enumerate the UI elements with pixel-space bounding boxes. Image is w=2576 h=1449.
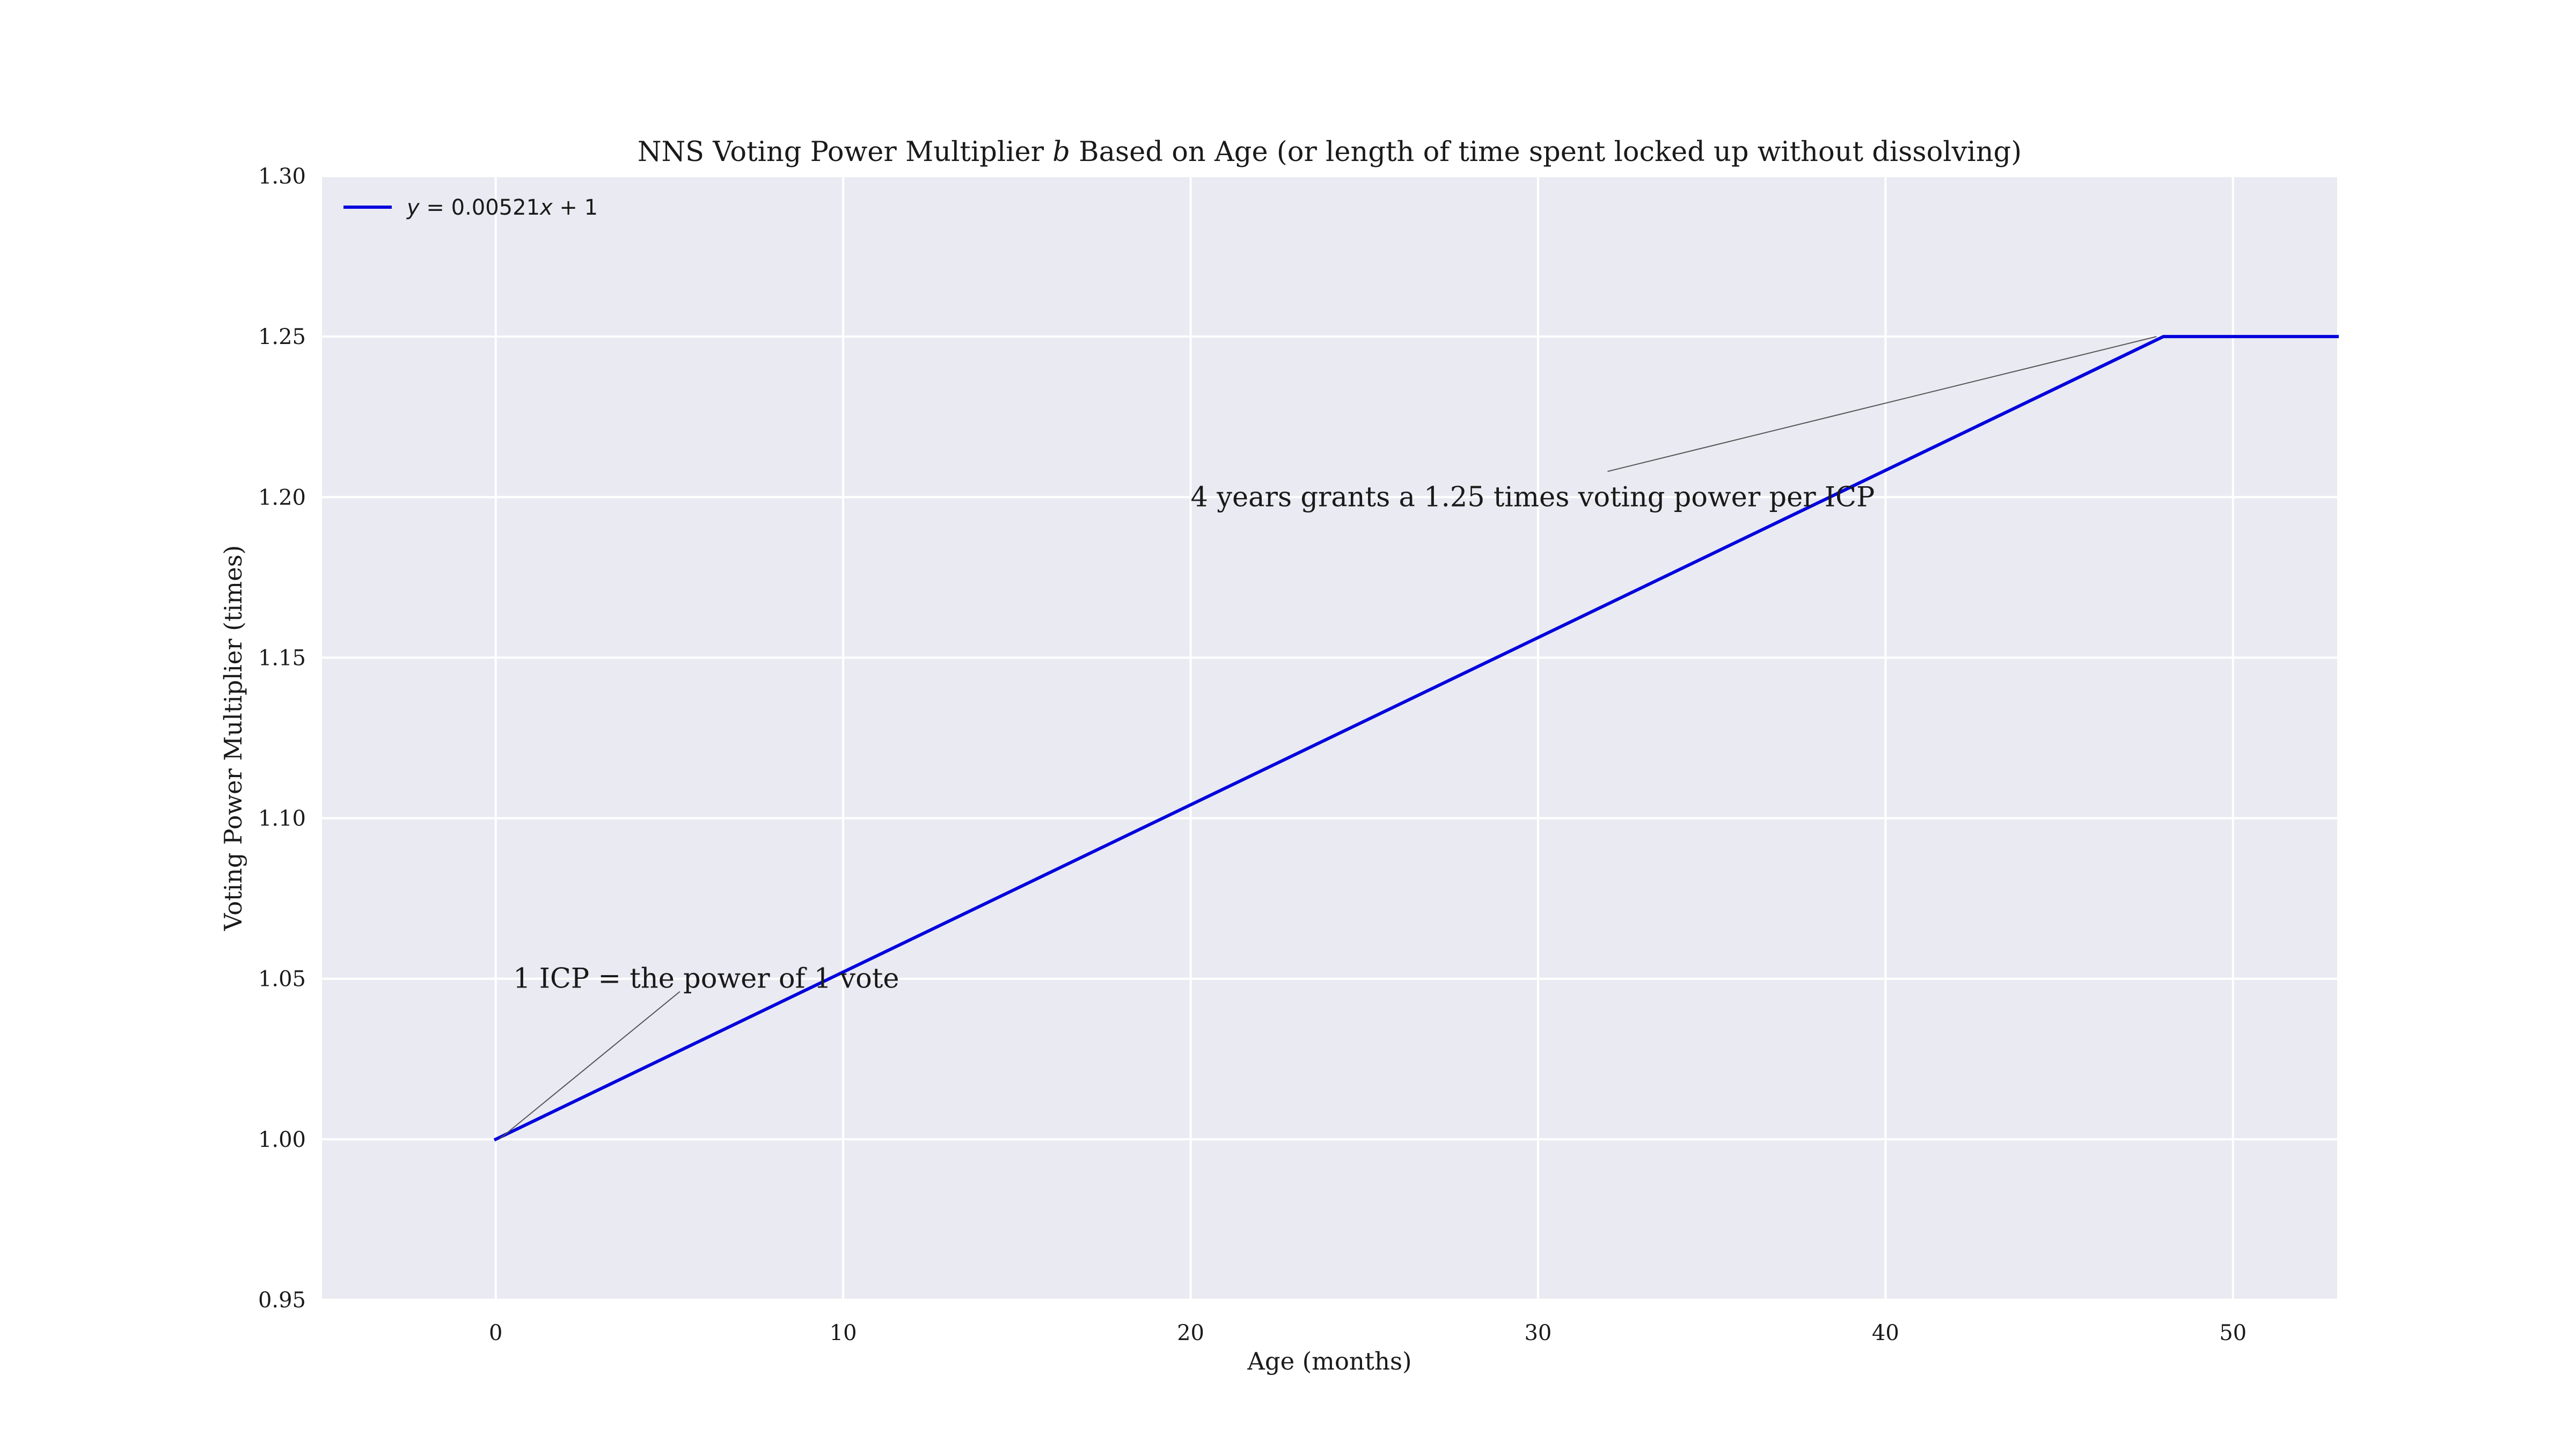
series-layer xyxy=(493,335,2339,1141)
x-tick-label: 40 xyxy=(1872,1321,1899,1345)
y-tick-label: 0.95 xyxy=(258,1288,306,1313)
annotation-text: 1 ICP = the power of 1 vote xyxy=(513,963,899,995)
chart-title-after: Based on Age (or length of time spent lo… xyxy=(1070,136,2022,168)
series-line xyxy=(493,335,2339,1141)
annotation-arrow xyxy=(499,991,680,1140)
chart-title: NNS Voting Power Multiplier b Based on A… xyxy=(638,136,2022,168)
y-tick-label: 1.10 xyxy=(258,807,306,831)
x-tick-label: 50 xyxy=(2219,1321,2246,1345)
chart-title-before: NNS Voting Power Multiplier xyxy=(638,136,1052,168)
legend-var-x: x xyxy=(539,195,553,220)
grid xyxy=(322,175,2337,1301)
y-tick-label: 1.05 xyxy=(258,967,306,992)
y-axis-label: Voting Power Multiplier (times) xyxy=(219,545,247,931)
y-tick-label: 1.00 xyxy=(258,1128,306,1152)
y-tick-label: 1.15 xyxy=(258,646,306,670)
x-tick-label: 30 xyxy=(1524,1321,1552,1345)
annotation-text: 4 years grants a 1.25 times voting power… xyxy=(1191,481,1875,513)
y-tick-label: 1.20 xyxy=(258,485,306,510)
y-tick-label: 1.25 xyxy=(258,325,306,349)
legend-var-y: y xyxy=(406,195,420,220)
y-tick-label: 1.30 xyxy=(258,164,306,189)
annotation-arrow xyxy=(1607,336,2157,472)
chart-title-symbol: b xyxy=(1052,136,1070,168)
legend: y = 0.00521x + 1 xyxy=(343,195,598,220)
legend-entry: y = 0.00521x + 1 xyxy=(406,195,598,220)
x-tick-label: 0 xyxy=(489,1321,502,1345)
ticks: 0 10 20 30 40 50 0.95 1.00 1.05 1.10 1.15 1.20 1.25 1… xyxy=(258,164,2246,1345)
legend-tail: + 1 xyxy=(553,195,598,220)
x-tick-label: 10 xyxy=(830,1321,857,1345)
annotations: 1 ICP = the power of 1 vote 4 years grant… xyxy=(499,336,2157,1140)
legend-eq: = 0.00521 xyxy=(420,195,540,220)
x-axis-label: Age (months) xyxy=(1247,1347,1411,1375)
x-tick-label: 20 xyxy=(1177,1321,1204,1345)
